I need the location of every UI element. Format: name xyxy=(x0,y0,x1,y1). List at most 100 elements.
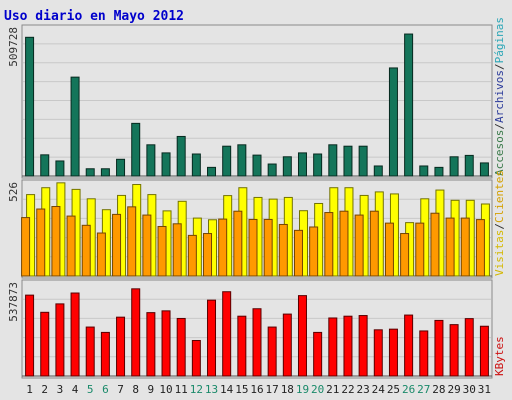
bar-pages-19 xyxy=(297,152,307,177)
panel-kbytes: 537873 KBytes xyxy=(7,279,506,379)
bar-clientes-23 xyxy=(354,214,364,277)
x-tick-label: 13 xyxy=(205,383,218,396)
bar-clientes-19 xyxy=(293,229,303,277)
bar-clientes-22 xyxy=(339,210,349,277)
x-tick-label: 4 xyxy=(72,383,79,396)
bar-kbytes-19 xyxy=(297,295,307,377)
x-tick-label: 21 xyxy=(326,383,339,396)
panel-visits: 526 Visitas/Clientes xyxy=(7,170,506,279)
y-axis-max-label: 526 xyxy=(7,182,20,202)
legend-entry: Páginas xyxy=(493,17,506,63)
bar-pages-7 xyxy=(116,158,126,177)
right-legend-label: KBytes xyxy=(493,336,506,376)
x-tick-label: 30 xyxy=(463,383,476,396)
x-tick-label: 14 xyxy=(220,383,234,396)
chart-title: Uso diario en Mayo 2012 xyxy=(4,9,184,24)
bar-kbytes-22 xyxy=(343,315,353,377)
bar-kbytes-25 xyxy=(388,328,398,377)
y-axis-max-label: 537873 xyxy=(7,282,20,322)
x-tick-label: 26 xyxy=(402,383,415,396)
bar-pages-11 xyxy=(176,135,186,177)
bar-kbytes-10 xyxy=(161,310,171,377)
bars-kbytes xyxy=(25,288,489,377)
bar-pages-18 xyxy=(282,156,292,177)
x-tick-label: 16 xyxy=(250,383,263,396)
bar-clientes-9 xyxy=(142,214,152,277)
panel-frame xyxy=(21,24,493,179)
x-tick-label: 15 xyxy=(235,383,248,396)
bar-kbytes-16 xyxy=(252,308,262,377)
x-tick-label: 7 xyxy=(117,383,124,396)
right-legend-label: Visitas/Clientes xyxy=(493,170,506,276)
bar-pages-3 xyxy=(55,160,65,177)
bar-clientes-13 xyxy=(203,233,213,277)
bar-pages-20 xyxy=(313,153,323,177)
bar-clientes-18 xyxy=(278,223,288,277)
bar-clientes-29 xyxy=(445,217,455,277)
bar-pages-6 xyxy=(100,168,110,177)
bar-pages-4 xyxy=(70,76,80,177)
legend-entry: Visitas xyxy=(493,230,506,276)
bar-pages-27 xyxy=(419,165,429,177)
x-tick-label: 25 xyxy=(387,383,400,396)
bar-clientes-8 xyxy=(127,206,137,277)
bar-kbytes-26 xyxy=(404,314,414,377)
bars-pages xyxy=(25,33,489,177)
bar-pages-26 xyxy=(404,33,414,177)
bar-kbytes-14 xyxy=(222,291,232,377)
y-axis-max-label: 509728 xyxy=(7,27,20,67)
bar-pages-22 xyxy=(343,145,353,177)
bar-pages-21 xyxy=(328,144,338,177)
bar-pages-1 xyxy=(25,36,35,177)
bar-kbytes-23 xyxy=(358,315,368,377)
bar-clientes-28 xyxy=(430,212,440,277)
bar-pages-24 xyxy=(373,165,383,177)
x-tick-label: 18 xyxy=(281,383,294,396)
bar-clientes-2 xyxy=(36,208,46,277)
bar-kbytes-11 xyxy=(176,317,186,377)
bar-kbytes-17 xyxy=(267,326,277,377)
x-tick-label: 17 xyxy=(266,383,279,396)
bar-kbytes-12 xyxy=(191,340,201,377)
x-tick-label: 27 xyxy=(417,383,430,396)
bar-pages-17 xyxy=(267,163,277,177)
legend-entry: / xyxy=(493,123,506,130)
bar-kbytes-3 xyxy=(55,303,65,377)
bar-kbytes-18 xyxy=(282,313,292,377)
x-tick-label: 22 xyxy=(341,383,354,396)
bar-clientes-4 xyxy=(66,215,76,277)
bar-kbytes-5 xyxy=(85,326,95,377)
bar-clientes-27 xyxy=(415,222,425,277)
bar-kbytes-4 xyxy=(70,292,80,377)
bar-clientes-7 xyxy=(112,213,122,277)
x-tick-label: 2 xyxy=(41,383,48,396)
x-tick-label: 12 xyxy=(190,383,203,396)
legend-entry: Archivos xyxy=(493,70,506,123)
x-tick-label: 20 xyxy=(311,383,324,396)
bar-clientes-21 xyxy=(324,212,334,277)
bar-kbytes-15 xyxy=(237,315,247,377)
bar-clientes-17 xyxy=(263,218,273,277)
legend-entry: / xyxy=(493,63,506,70)
x-tick-label: 10 xyxy=(159,383,172,396)
bar-clientes-30 xyxy=(460,217,470,277)
bar-pages-13 xyxy=(207,166,217,177)
bar-kbytes-8 xyxy=(131,288,141,377)
x-tick-label: 23 xyxy=(357,383,370,396)
bar-pages-15 xyxy=(237,144,247,177)
bar-clientes-11 xyxy=(172,223,182,277)
x-tick-label: 29 xyxy=(447,383,460,396)
x-tick-label: 19 xyxy=(296,383,309,396)
bar-kbytes-13 xyxy=(207,299,217,377)
x-tick-label: 24 xyxy=(372,383,386,396)
bar-pages-23 xyxy=(358,145,368,177)
bar-clientes-3 xyxy=(51,206,61,277)
bar-kbytes-7 xyxy=(116,316,126,377)
bar-kbytes-2 xyxy=(40,311,50,377)
x-tick-label: 8 xyxy=(132,383,139,396)
x-tick-label: 1 xyxy=(26,383,33,396)
bar-pages-30 xyxy=(464,154,474,177)
